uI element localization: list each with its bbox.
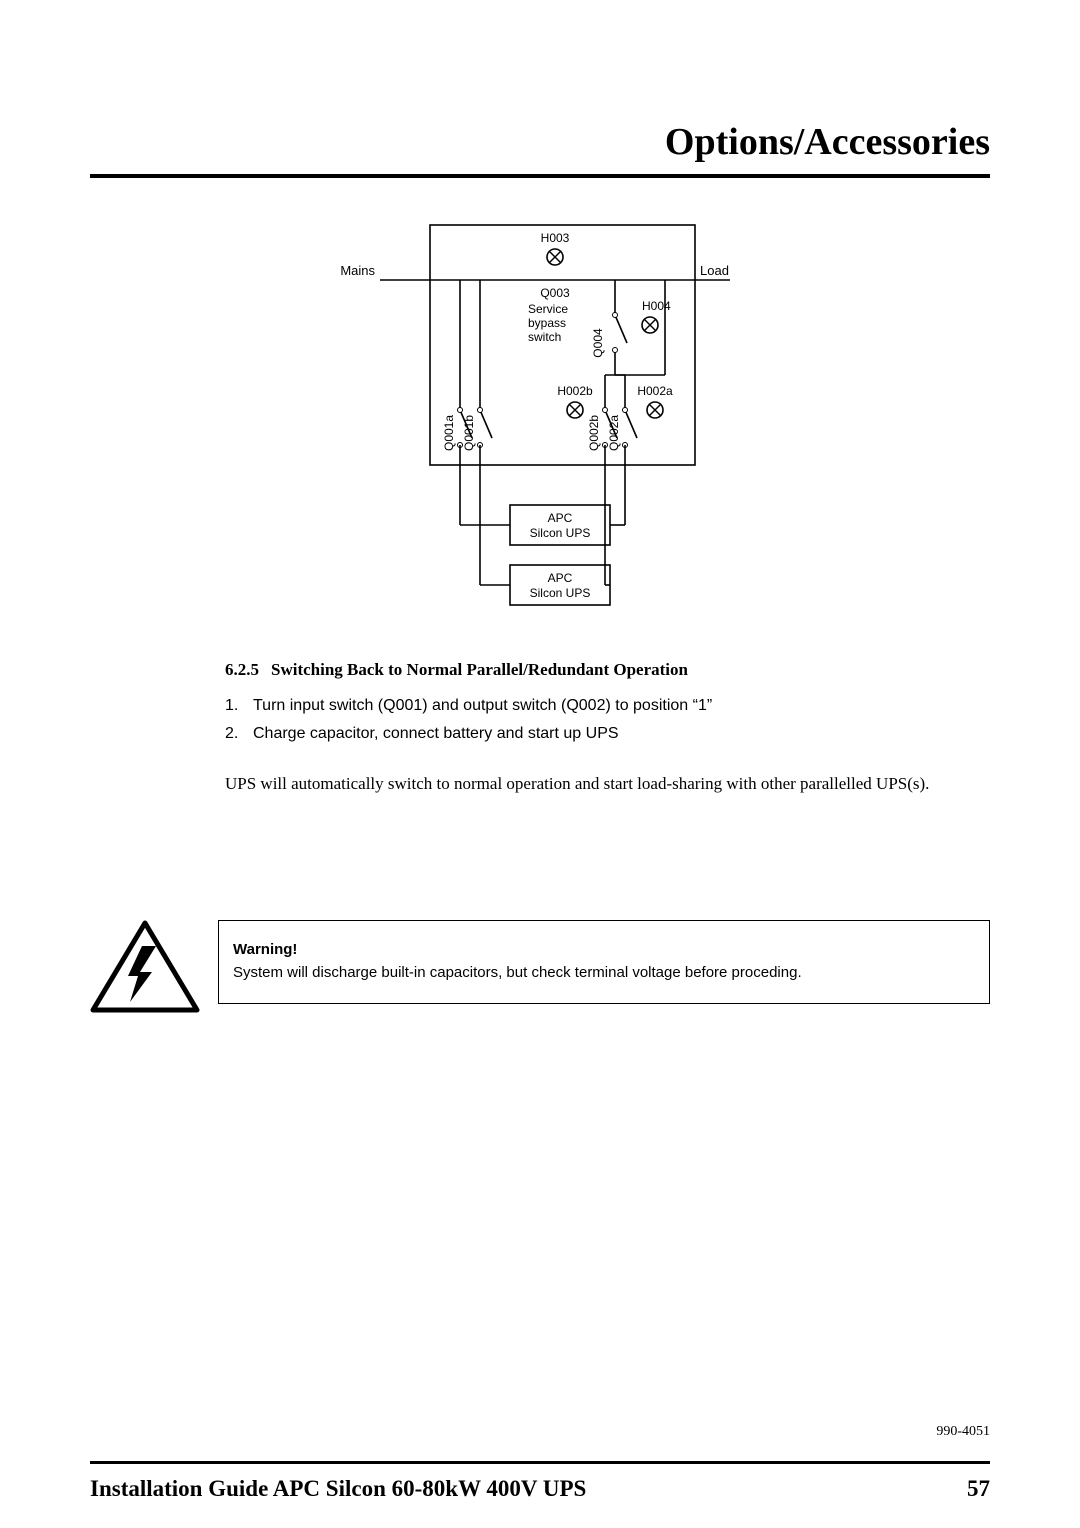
section-title: Switching Back to Normal Parallel/Redund…: [271, 660, 688, 679]
footer-rule: [90, 1461, 990, 1464]
footer-title: Installation Guide APC Silcon 60-80kW 40…: [90, 1476, 586, 1502]
label-apc-1: APC: [548, 511, 573, 525]
label-q001a: Q001a: [442, 415, 456, 451]
section-number: 6.2.5: [225, 660, 259, 679]
warning-icon: [90, 920, 200, 1015]
label-load: Load: [700, 263, 729, 278]
warning-title: Warning!: [233, 939, 975, 960]
page-number: 57: [967, 1476, 990, 1502]
warning-box: Warning! System will discharge built-in …: [218, 920, 990, 1004]
step-2: 2.Charge capacitor, connect battery and …: [225, 722, 990, 746]
label-h004: H004: [642, 299, 671, 313]
label-service: Service: [528, 302, 568, 316]
lamp-h002a: [647, 402, 663, 418]
label-q002b: Q002b: [587, 415, 601, 451]
step-1: 1.Turn input switch (Q001) and output sw…: [225, 694, 990, 718]
label-bypass: bypass: [528, 316, 566, 330]
title-rule: [90, 174, 990, 178]
label-mains: Mains: [340, 263, 375, 278]
label-apc-2: APC: [548, 571, 573, 585]
label-silcon-1: Silcon UPS: [530, 526, 591, 540]
label-q004: Q004: [591, 328, 605, 358]
label-silcon-2: Silcon UPS: [530, 586, 591, 600]
document-reference: 990-4051: [936, 1424, 990, 1440]
label-h002b: H002b: [557, 384, 593, 398]
label-h002a: H002a: [637, 384, 673, 398]
ordered-steps: 1.Turn input switch (Q001) and output sw…: [225, 694, 990, 750]
label-switch: switch: [528, 330, 561, 344]
warning-block: Warning! System will discharge built-in …: [90, 920, 990, 1015]
warning-body: System will discharge built-in capacitor…: [233, 962, 975, 983]
body-paragraph: UPS will automatically switch to normal …: [225, 772, 990, 796]
label-h003: H003: [541, 231, 570, 245]
bypass-diagram: Mains Load H003 Q003 Service bypass swit…: [380, 215, 730, 655]
label-q001b: Q001b: [462, 415, 476, 451]
section-heading: 6.2.5 Switching Back to Normal Parallel/R…: [225, 660, 688, 680]
lamp-h003: [547, 249, 563, 265]
lamp-h002b: [567, 402, 583, 418]
lamp-h004: [642, 317, 658, 333]
label-q003: Q003: [540, 286, 570, 300]
label-q002a: Q002a: [607, 415, 621, 451]
page-title: Options/Accessories: [665, 120, 990, 164]
